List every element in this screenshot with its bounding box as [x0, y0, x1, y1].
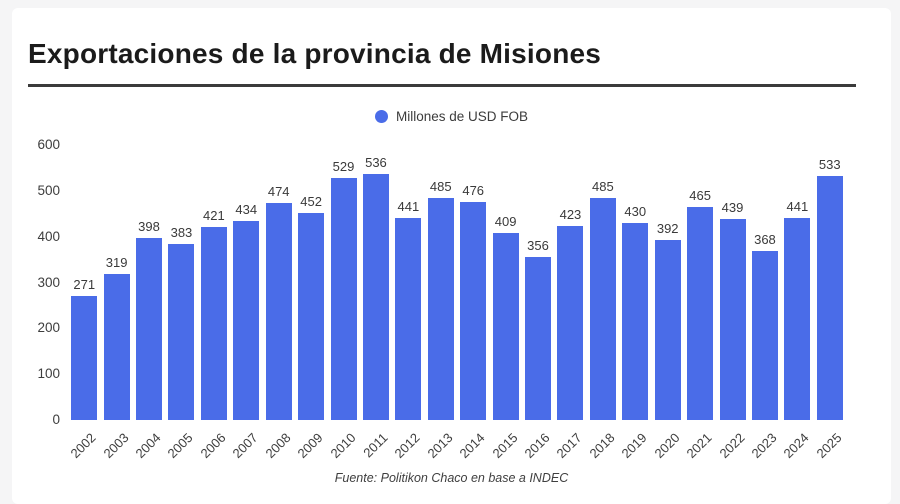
bar-value-label: 398	[138, 218, 160, 234]
chart-card: Exportaciones de la provincia de Misione…	[12, 8, 891, 504]
bar	[816, 175, 843, 420]
bar-value-label: 271	[73, 276, 96, 292]
bar	[719, 218, 746, 420]
bar-value-label: 368	[754, 232, 776, 248]
bar	[525, 256, 552, 420]
bar-value-label: 485	[592, 178, 614, 194]
bar	[460, 201, 487, 420]
page-title: Exportaciones de la provincia de Misione…	[28, 38, 602, 69]
bar	[233, 221, 260, 420]
y-axis-tick-label: 200	[37, 320, 60, 336]
bar-value-label: 536	[365, 155, 387, 171]
y-axis-tick-label: 500	[37, 182, 60, 198]
bar-value-label: 452	[300, 193, 322, 209]
bar-value-label: 356	[527, 237, 549, 253]
bar	[362, 174, 389, 420]
y-axis-tick-label: 0	[52, 412, 60, 427]
title-underline	[28, 84, 856, 87]
legend-marker-icon	[374, 110, 388, 123]
bar	[557, 226, 584, 420]
bar	[687, 206, 714, 420]
bar	[654, 240, 681, 420]
bar-value-label: 465	[689, 187, 711, 203]
bar	[492, 232, 519, 420]
bar-value-label: 529	[332, 158, 355, 174]
bar	[395, 217, 422, 420]
bar-value-label: 392	[656, 221, 679, 237]
bar-value-label: 421	[203, 208, 225, 224]
bar	[103, 273, 130, 420]
bar	[71, 295, 98, 420]
bar-value-label: 476	[462, 182, 485, 198]
bar	[751, 251, 778, 420]
y-axis-tick-label: 300	[37, 274, 60, 290]
bar	[622, 222, 649, 420]
bar-value-label: 383	[170, 225, 193, 241]
y-axis-tick-label: 400	[37, 228, 60, 244]
bar-value-label: 423	[559, 207, 582, 223]
bar-value-label: 439	[721, 199, 744, 215]
bar-value-label: 319	[105, 254, 128, 270]
legend-label: Millones de USD FOB	[395, 109, 529, 124]
bar	[589, 197, 616, 420]
bar	[136, 237, 163, 420]
source-note: Fuente: Politikon Chaco en base a INDEC	[334, 471, 569, 485]
plot-area: 271 2002 319 2003 398 2004 383 2005 421 2006 434 20…	[68, 145, 846, 461]
bar	[265, 202, 292, 420]
bar	[168, 244, 195, 420]
bar	[427, 197, 454, 420]
y-axis-tick-label: 600	[37, 137, 60, 152]
bar-value-label: 474	[267, 183, 290, 199]
bar-value-label: 533	[818, 156, 841, 172]
bar	[784, 217, 811, 420]
chart-area: 0 100 200 300 400 500 600 271 2002 319 2003 398 200…	[12, 8, 891, 504]
bar-value-label: 430	[624, 203, 647, 219]
bar	[330, 177, 357, 420]
bar-value-label: 441	[786, 198, 809, 214]
bar-value-label: 485	[429, 178, 452, 194]
bar	[298, 212, 325, 420]
bar-value-label: 434	[235, 202, 258, 218]
legend: Millones de USD FOB	[12, 109, 891, 124]
bar	[200, 227, 227, 420]
bar-value-label: 409	[494, 213, 517, 229]
y-axis-tick-label: 100	[37, 366, 60, 382]
bar-value-label: 441	[397, 198, 420, 214]
